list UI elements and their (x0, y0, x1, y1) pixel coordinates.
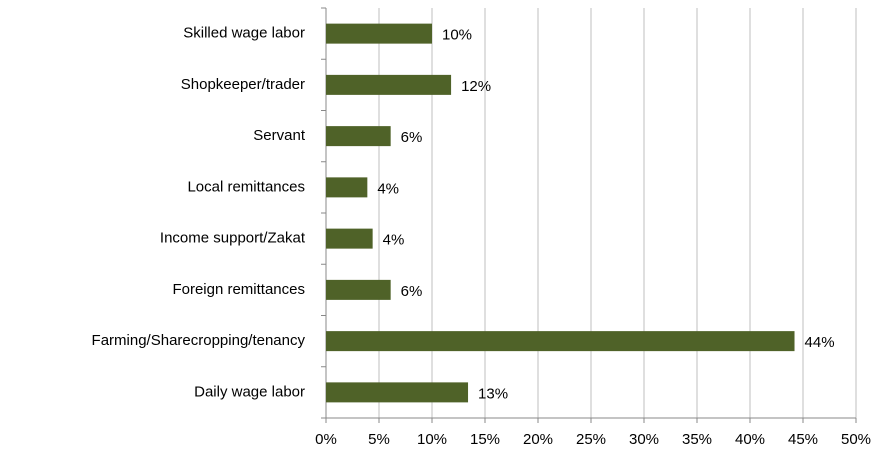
bar (326, 177, 368, 198)
value-label: 6% (401, 129, 423, 146)
bar (326, 382, 469, 403)
value-label: 12% (461, 78, 491, 95)
x-tick-label: 35% (682, 431, 712, 448)
x-tick-label: 25% (576, 431, 606, 448)
value-label: 44% (805, 334, 835, 351)
value-label: 4% (383, 232, 405, 249)
x-tick-label: 45% (788, 431, 818, 448)
x-tick-label: 20% (523, 431, 553, 448)
bar (326, 228, 373, 249)
x-tick-label: 5% (368, 431, 390, 448)
value-label: 10% (442, 27, 472, 44)
y-tick-label: Income support/Zakat (160, 230, 306, 247)
x-tick-label: 40% (735, 431, 765, 448)
x-tick-label: 30% (629, 431, 659, 448)
value-label: 4% (377, 180, 399, 197)
bar (326, 331, 795, 352)
y-tick-label: Skilled wage labor (183, 25, 305, 42)
bar (326, 279, 391, 300)
bar (326, 126, 391, 147)
value-label: 13% (478, 385, 508, 402)
y-tick-label: Foreign remittances (172, 281, 305, 298)
bar (326, 23, 432, 44)
y-tick-label: Local remittances (187, 178, 305, 195)
x-tick-label: 0% (315, 431, 337, 448)
x-tick-label: 10% (417, 431, 447, 448)
x-tick-label: 15% (470, 431, 500, 448)
y-tick-label: Daily wage labor (194, 383, 305, 400)
y-tick-label: Servant (253, 127, 306, 144)
y-tick-label: Shopkeeper/trader (181, 76, 305, 93)
y-tick-label: Farming/Sharecropping/tenancy (92, 332, 306, 349)
bar (326, 74, 452, 95)
x-tick-label: 50% (841, 431, 871, 448)
value-label: 6% (401, 283, 423, 300)
